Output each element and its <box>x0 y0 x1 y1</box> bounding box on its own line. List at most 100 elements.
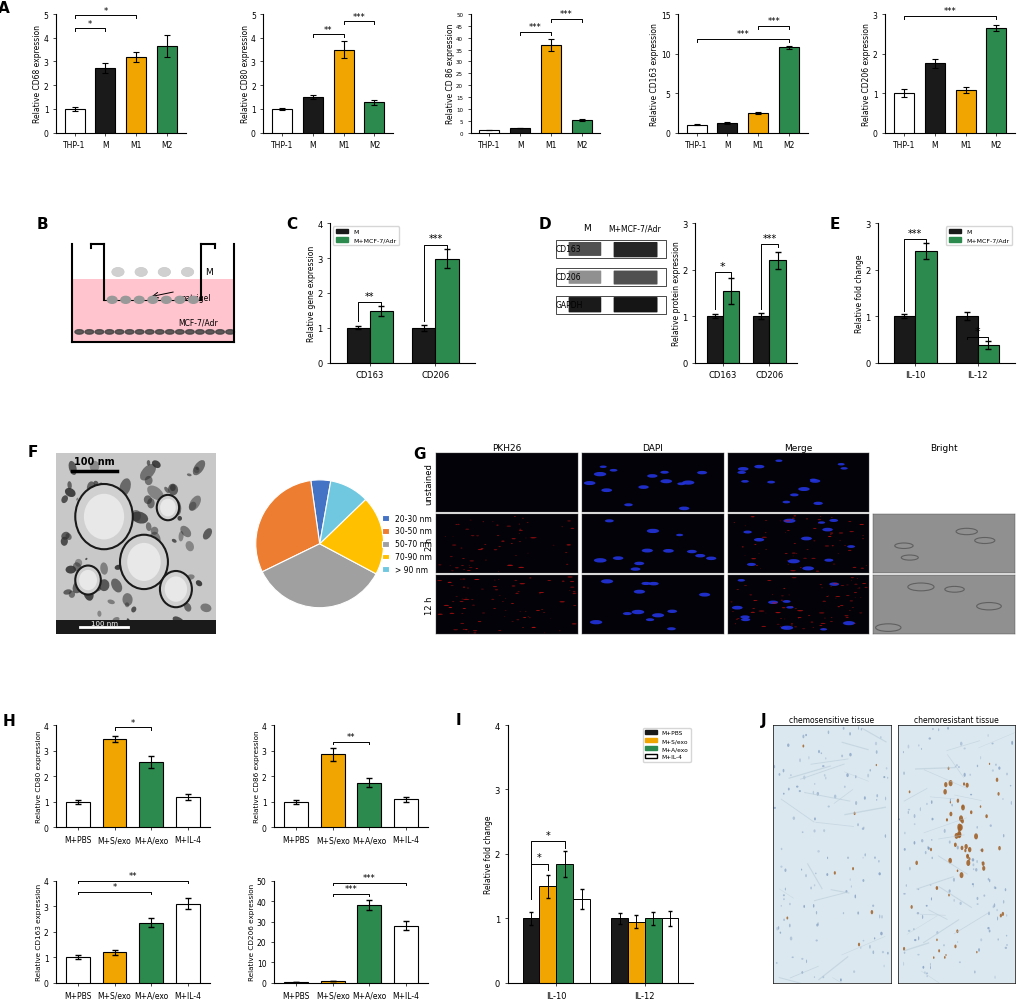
Ellipse shape <box>859 947 861 949</box>
Ellipse shape <box>1005 944 1007 946</box>
Ellipse shape <box>795 785 798 788</box>
Ellipse shape <box>821 765 823 767</box>
Bar <box>573 900 589 983</box>
Ellipse shape <box>641 583 650 586</box>
Ellipse shape <box>638 485 648 489</box>
Text: *: * <box>545 829 549 840</box>
Text: *: * <box>719 262 726 271</box>
Ellipse shape <box>976 765 977 767</box>
Ellipse shape <box>73 563 82 572</box>
Bar <box>661 919 678 983</box>
Ellipse shape <box>65 534 71 541</box>
Ellipse shape <box>913 939 915 941</box>
Ellipse shape <box>600 488 611 492</box>
Y-axis label: Relative CD163 expression: Relative CD163 expression <box>650 23 658 125</box>
Ellipse shape <box>884 796 886 800</box>
Ellipse shape <box>927 847 929 851</box>
Ellipse shape <box>1001 912 1003 916</box>
Legend: M, M+MCF-7/Adr: M, M+MCF-7/Adr <box>333 227 398 246</box>
Ellipse shape <box>809 887 811 890</box>
Ellipse shape <box>925 972 927 974</box>
Ellipse shape <box>750 517 754 518</box>
Ellipse shape <box>799 758 800 762</box>
Ellipse shape <box>846 773 848 777</box>
Bar <box>357 782 381 827</box>
Ellipse shape <box>956 831 960 838</box>
Ellipse shape <box>817 522 824 525</box>
Circle shape <box>75 566 101 595</box>
Ellipse shape <box>902 751 903 753</box>
Ellipse shape <box>842 912 844 915</box>
Ellipse shape <box>960 804 964 810</box>
Ellipse shape <box>826 857 827 860</box>
Ellipse shape <box>782 601 790 603</box>
Ellipse shape <box>834 794 836 798</box>
Ellipse shape <box>816 792 818 796</box>
Ellipse shape <box>812 503 822 506</box>
Ellipse shape <box>90 461 99 472</box>
Ellipse shape <box>802 775 805 779</box>
Ellipse shape <box>874 764 876 766</box>
Ellipse shape <box>935 931 937 935</box>
Bar <box>555 864 573 983</box>
Ellipse shape <box>705 557 715 561</box>
Ellipse shape <box>930 817 931 821</box>
Y-axis label: Relative protein expression: Relative protein expression <box>671 242 680 346</box>
Ellipse shape <box>185 330 194 335</box>
Ellipse shape <box>126 619 130 624</box>
Ellipse shape <box>200 604 211 613</box>
Ellipse shape <box>956 930 958 933</box>
Ellipse shape <box>854 775 856 778</box>
Text: ***: *** <box>907 229 921 239</box>
Text: G: G <box>413 446 425 461</box>
Ellipse shape <box>862 940 863 942</box>
FancyBboxPatch shape <box>613 243 657 258</box>
Ellipse shape <box>781 627 787 629</box>
Circle shape <box>161 297 171 304</box>
Ellipse shape <box>857 943 859 947</box>
Ellipse shape <box>147 460 150 466</box>
Text: ***: *** <box>529 23 541 32</box>
Bar <box>346 328 369 363</box>
Circle shape <box>107 297 117 304</box>
Ellipse shape <box>954 766 956 767</box>
Ellipse shape <box>659 471 668 474</box>
Ellipse shape <box>137 550 142 556</box>
Ellipse shape <box>68 461 76 475</box>
Ellipse shape <box>824 757 825 759</box>
Bar <box>955 91 974 133</box>
Ellipse shape <box>65 488 75 497</box>
Ellipse shape <box>753 539 763 542</box>
Ellipse shape <box>967 858 969 861</box>
Ellipse shape <box>988 879 989 883</box>
Ellipse shape <box>179 582 182 584</box>
Ellipse shape <box>958 961 960 963</box>
Y-axis label: 2 h: 2 h <box>424 538 433 551</box>
Ellipse shape <box>965 860 969 867</box>
Ellipse shape <box>935 939 936 941</box>
Ellipse shape <box>864 854 865 857</box>
Ellipse shape <box>196 330 204 335</box>
Circle shape <box>181 268 194 277</box>
Ellipse shape <box>814 873 815 875</box>
Ellipse shape <box>784 521 790 522</box>
Ellipse shape <box>912 928 914 930</box>
Ellipse shape <box>151 528 158 536</box>
Bar <box>157 47 177 133</box>
Text: ***: *** <box>353 13 365 21</box>
Ellipse shape <box>623 613 631 616</box>
Text: CD206: CD206 <box>555 273 581 282</box>
Ellipse shape <box>180 527 191 538</box>
Ellipse shape <box>944 782 947 787</box>
Text: ***: *** <box>736 30 748 39</box>
Ellipse shape <box>170 484 175 491</box>
Ellipse shape <box>916 889 918 891</box>
Ellipse shape <box>937 728 938 731</box>
Ellipse shape <box>809 479 819 483</box>
Ellipse shape <box>196 467 199 470</box>
Ellipse shape <box>206 330 214 335</box>
Ellipse shape <box>982 895 984 897</box>
Ellipse shape <box>786 917 788 920</box>
Ellipse shape <box>787 787 789 790</box>
Bar <box>555 269 665 287</box>
